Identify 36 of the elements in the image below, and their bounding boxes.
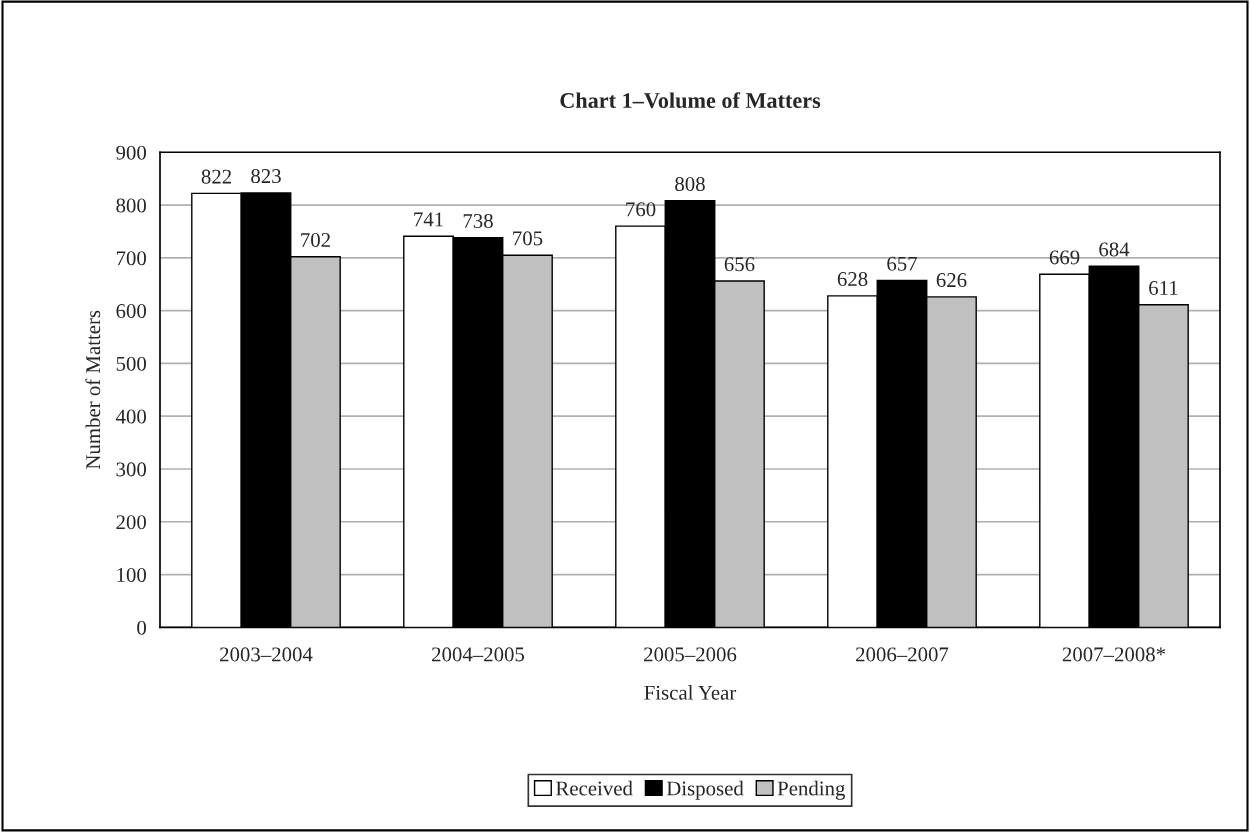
legend-label: Pending	[777, 780, 846, 800]
data-label: 760	[626, 202, 656, 217]
y-tick-label: 600	[116, 303, 147, 319]
y-tick-label: 400	[115, 409, 147, 424]
data-label: 823	[251, 169, 281, 184]
data-label: 626	[936, 273, 967, 288]
data-label: 738	[463, 213, 493, 228]
x-tick-label: 2003–2004	[220, 647, 313, 662]
data-label: 702	[301, 232, 330, 247]
data-label: 741	[414, 212, 443, 227]
data-label: 705	[513, 231, 543, 246]
x-tick-label: 2004–2005	[432, 647, 525, 662]
y-tick-label: 0	[137, 620, 147, 635]
data-label: 822	[201, 169, 232, 184]
data-label: 611	[1149, 281, 1178, 296]
y-tick-label: 500	[116, 356, 147, 371]
y-tick-label: 100	[117, 567, 147, 582]
data-label: 808	[675, 176, 705, 192]
legend-label: Received	[556, 780, 633, 796]
x-tick-label: 2007–2008*	[1062, 647, 1166, 662]
y-tick-label: 800	[116, 198, 147, 213]
y-axis-title: Number of Matters	[85, 310, 101, 470]
data-label: 628	[837, 271, 868, 287]
y-tick-label: 200	[116, 515, 147, 530]
x-tick-label: 2006–2007	[856, 647, 949, 662]
legend-label: Disposed	[666, 780, 744, 800]
y-tick-label: 300	[116, 462, 147, 477]
y-tick-label: 700	[116, 251, 147, 266]
data-label: 669	[1049, 250, 1080, 265]
y-tick-label: 900	[116, 145, 147, 160]
data-label: 657	[887, 256, 918, 271]
data-label: 656	[724, 257, 755, 272]
x-tick-label: 2005–2006	[644, 647, 737, 662]
chart-title: Chart 1–Volume of Matters	[560, 92, 821, 109]
x-axis-title: Fiscal Year	[644, 685, 737, 700]
data-label: 684	[1099, 242, 1130, 257]
